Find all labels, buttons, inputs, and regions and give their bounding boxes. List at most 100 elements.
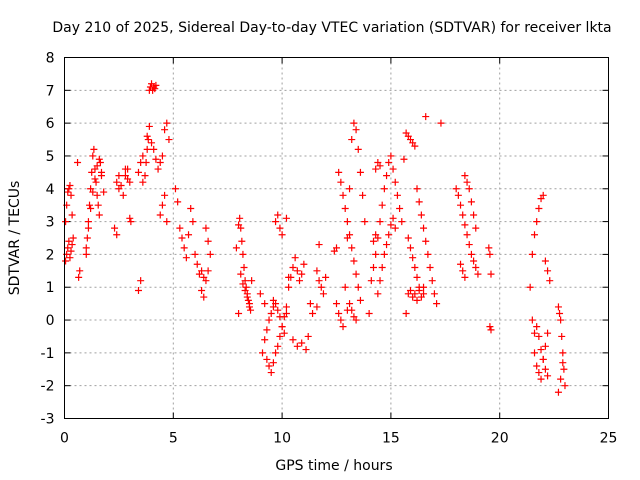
data-point bbox=[148, 139, 156, 147]
data-point bbox=[276, 224, 284, 232]
data-point bbox=[348, 136, 356, 144]
y-tick-label: -1 bbox=[41, 346, 55, 362]
data-point bbox=[526, 283, 534, 291]
data-point bbox=[417, 211, 425, 219]
data-point bbox=[420, 283, 428, 291]
data-point bbox=[387, 221, 395, 229]
data-point bbox=[309, 309, 317, 317]
data-point bbox=[356, 168, 364, 176]
data-point bbox=[387, 152, 395, 160]
data-point bbox=[90, 145, 98, 153]
data-point bbox=[62, 218, 70, 226]
data-point bbox=[174, 198, 182, 206]
data-point bbox=[298, 339, 306, 347]
data-point bbox=[137, 277, 145, 285]
data-point bbox=[385, 159, 393, 167]
data-point bbox=[236, 214, 244, 222]
data-point bbox=[383, 172, 391, 180]
data-point bbox=[430, 290, 438, 298]
data-point bbox=[64, 244, 72, 252]
y-tick-label: 4 bbox=[46, 182, 55, 198]
data-point bbox=[141, 172, 149, 180]
y-tick-label: 8 bbox=[46, 51, 55, 67]
data-point bbox=[389, 165, 397, 173]
data-point bbox=[380, 185, 388, 193]
data-point bbox=[67, 191, 75, 199]
plot-frame bbox=[64, 57, 609, 419]
data-point bbox=[472, 224, 480, 232]
data-point bbox=[119, 191, 127, 199]
y-tick-label: 2 bbox=[46, 247, 55, 263]
data-point bbox=[343, 218, 351, 226]
data-point bbox=[272, 218, 280, 226]
data-point bbox=[200, 293, 208, 301]
data-point bbox=[151, 85, 159, 93]
data-point bbox=[163, 119, 171, 127]
data-point bbox=[535, 204, 543, 212]
data-point bbox=[531, 349, 539, 357]
data-point bbox=[411, 142, 419, 150]
data-point bbox=[463, 178, 471, 186]
data-point bbox=[113, 178, 121, 186]
data-point bbox=[348, 306, 356, 314]
data-point bbox=[97, 172, 105, 180]
data-point bbox=[191, 250, 199, 258]
data-point bbox=[259, 349, 267, 357]
data-point bbox=[474, 270, 482, 278]
data-point bbox=[274, 342, 282, 350]
data-point bbox=[531, 329, 539, 337]
data-point bbox=[487, 270, 495, 278]
y-axis-label: SDTVAR / TECUs bbox=[7, 181, 23, 296]
data-point bbox=[302, 346, 310, 354]
data-point bbox=[204, 267, 212, 275]
data-point bbox=[391, 178, 399, 186]
data-point bbox=[531, 231, 539, 239]
data-point bbox=[139, 152, 147, 160]
data-point bbox=[411, 264, 419, 272]
data-point bbox=[537, 375, 545, 383]
data-point bbox=[156, 211, 164, 219]
data-point bbox=[422, 113, 430, 121]
data-point bbox=[459, 267, 467, 275]
data-point bbox=[486, 250, 494, 258]
data-point bbox=[237, 270, 245, 278]
data-point bbox=[66, 254, 74, 262]
data-point bbox=[202, 224, 210, 232]
data-point bbox=[232, 244, 240, 252]
data-point bbox=[541, 342, 549, 350]
data-point bbox=[420, 290, 428, 298]
data-point bbox=[465, 185, 473, 193]
data-point bbox=[539, 191, 547, 199]
data-point bbox=[406, 244, 414, 252]
data-point bbox=[139, 178, 147, 186]
x-tick-label: 20 bbox=[491, 431, 509, 447]
data-point bbox=[396, 204, 404, 212]
data-point bbox=[335, 168, 343, 176]
data-point bbox=[187, 204, 195, 212]
data-point bbox=[485, 244, 493, 252]
x-tick-label: 0 bbox=[60, 431, 69, 447]
data-point bbox=[152, 155, 160, 163]
data-point bbox=[293, 342, 301, 350]
data-point bbox=[365, 309, 373, 317]
data-point bbox=[359, 191, 367, 199]
x-tick-label: 10 bbox=[273, 431, 291, 447]
data-point bbox=[487, 326, 495, 334]
grid-lines bbox=[64, 57, 609, 419]
data-point bbox=[374, 290, 382, 298]
data-point bbox=[113, 231, 121, 239]
data-point bbox=[267, 309, 275, 317]
data-point bbox=[346, 300, 354, 308]
data-point bbox=[75, 273, 83, 281]
data-point bbox=[239, 280, 247, 288]
data-point bbox=[238, 237, 246, 245]
data-point bbox=[144, 136, 152, 144]
data-point bbox=[461, 273, 469, 281]
data-point bbox=[282, 214, 290, 222]
data-point bbox=[372, 231, 380, 239]
data-point bbox=[557, 375, 565, 383]
data-point bbox=[89, 188, 97, 196]
data-point bbox=[280, 329, 288, 337]
data-point bbox=[470, 257, 478, 265]
data-point bbox=[556, 309, 564, 317]
